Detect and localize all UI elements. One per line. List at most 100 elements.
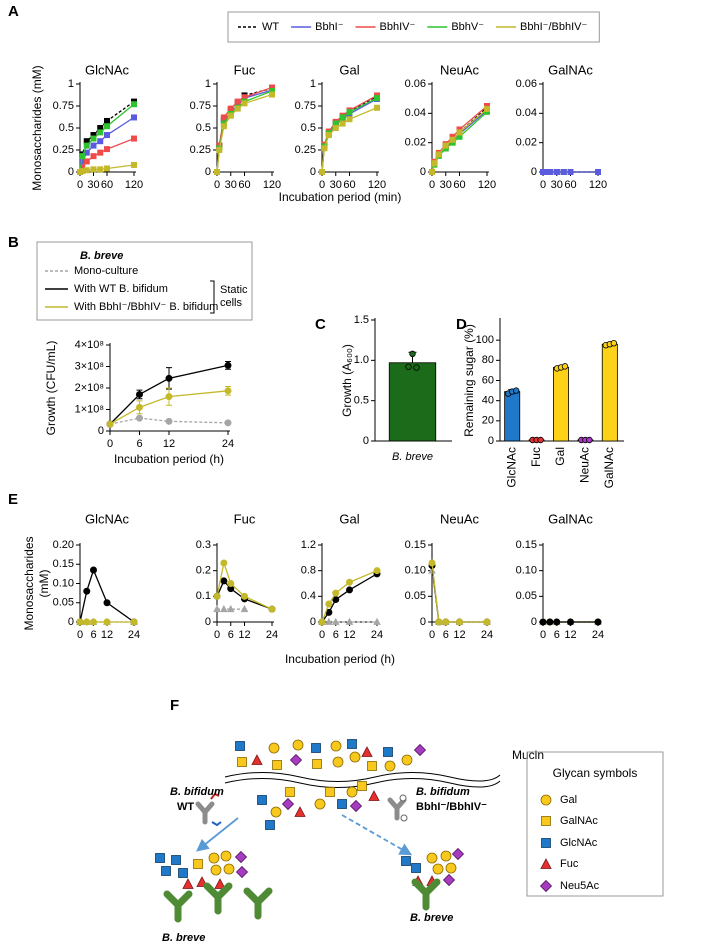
y-tick-label: 0.25 — [53, 144, 74, 156]
series-line — [431, 108, 488, 173]
legend-label: BbhI⁻/BbhIV⁻ — [520, 21, 587, 33]
y-tick-label: 0.25 — [190, 144, 211, 156]
y-tick-label: 0 — [363, 435, 369, 447]
marker — [227, 580, 235, 587]
x-tick-label: B. breve — [392, 451, 433, 463]
panel-letter: C — [315, 316, 326, 333]
data-point — [513, 387, 520, 394]
panel-letter: B — [8, 234, 19, 251]
legend-title: B. breve — [80, 250, 123, 262]
y-axis-label: Monosaccharides — [22, 536, 36, 630]
breve — [167, 894, 189, 919]
marker — [76, 618, 84, 626]
marker — [240, 604, 249, 613]
x-tick-label: 0 — [77, 179, 83, 191]
marker — [442, 142, 449, 149]
marker — [90, 153, 97, 160]
legend-label: BbhV⁻ — [451, 21, 484, 33]
marker — [321, 145, 328, 152]
strain-name: BbhI⁻/BbhIV⁻ — [416, 801, 487, 813]
marker — [214, 169, 220, 175]
y-tick-label: 0.2 — [196, 565, 211, 577]
y-tick-label: 0.05 — [405, 590, 426, 602]
breve — [207, 886, 229, 911]
strain-species: B. bifidum — [170, 786, 224, 798]
series-line — [431, 565, 487, 623]
marker — [220, 123, 227, 130]
marker — [104, 123, 110, 130]
glycan — [265, 820, 275, 830]
bar — [553, 366, 569, 442]
data-point — [413, 364, 420, 371]
recipient-label: B. breve — [410, 912, 453, 924]
marker — [325, 600, 333, 608]
y-tick-label: 0.06 — [405, 78, 426, 90]
marker — [373, 567, 381, 575]
y-tick-label: 0 — [205, 166, 211, 178]
y-tick-label: 0.20 — [53, 539, 74, 551]
marker — [131, 161, 137, 168]
x-tick-label: 0 — [319, 629, 325, 641]
legend-label: GlcNAc — [560, 837, 598, 849]
y-tick-label: 4×10⁸ — [75, 339, 104, 351]
glycan — [220, 850, 232, 862]
x-tick-label: 12 — [163, 438, 175, 450]
marker — [319, 169, 325, 175]
y-tick-label: 0.04 — [405, 107, 426, 119]
x-tick-label: 0 — [214, 629, 220, 641]
bar — [504, 391, 521, 442]
y-tick-label: 0 — [68, 166, 74, 178]
marker — [546, 169, 553, 175]
marker — [539, 618, 547, 626]
glycan — [311, 743, 321, 753]
x-tick-label: 0 — [540, 629, 546, 641]
glycan — [268, 742, 280, 754]
marker — [90, 618, 97, 626]
marker — [90, 166, 97, 173]
glycan — [235, 851, 247, 863]
y-axis-label: Growth (CFU/mL) — [44, 341, 58, 436]
marker — [484, 105, 490, 112]
y-tick-label: 1.0 — [354, 354, 369, 366]
x-tick-label: 60 — [564, 179, 576, 191]
x-tick-label: 120 — [368, 179, 386, 191]
series-line — [79, 568, 135, 623]
chart-title: GalNAc — [548, 511, 593, 526]
glycan — [443, 874, 455, 886]
marker — [220, 577, 228, 585]
glycan — [330, 740, 342, 752]
marker — [429, 169, 435, 175]
x-tick-label: 0 — [319, 179, 325, 191]
marker — [104, 132, 110, 139]
x-tick-label: Gal — [553, 447, 567, 466]
y-tick-label: 0 — [420, 166, 426, 178]
legend-title: Glycan symbols — [553, 766, 638, 780]
marker — [345, 617, 354, 625]
y-tick-label: 80 — [482, 354, 494, 366]
glycan — [337, 799, 347, 809]
marker — [97, 129, 104, 136]
glycan — [282, 798, 294, 810]
marker — [165, 374, 173, 382]
glycan — [272, 760, 282, 770]
panel-f: F Mucin — [155, 697, 664, 944]
marker — [165, 417, 173, 425]
strain-species: B. bifidum — [416, 786, 470, 798]
x-tick-label: 24 — [592, 629, 604, 641]
y-tick-label: 3×10⁸ — [75, 360, 104, 372]
y-tick-label: 0.15 — [405, 539, 426, 551]
y-tick-label: 0.5 — [301, 122, 316, 134]
series-line — [109, 390, 229, 425]
glycan — [161, 866, 171, 876]
x-tick-label: 30 — [551, 179, 563, 191]
marker — [325, 132, 332, 139]
marker — [595, 169, 601, 175]
marker — [165, 393, 173, 401]
y-tick-label: 0 — [531, 616, 537, 628]
marker — [442, 618, 450, 626]
y-tick-label: 0 — [488, 435, 494, 447]
marker — [103, 618, 111, 626]
glycan — [292, 739, 304, 751]
x-tick-label: 6 — [90, 629, 96, 641]
x-tick-label: 6 — [228, 629, 234, 641]
